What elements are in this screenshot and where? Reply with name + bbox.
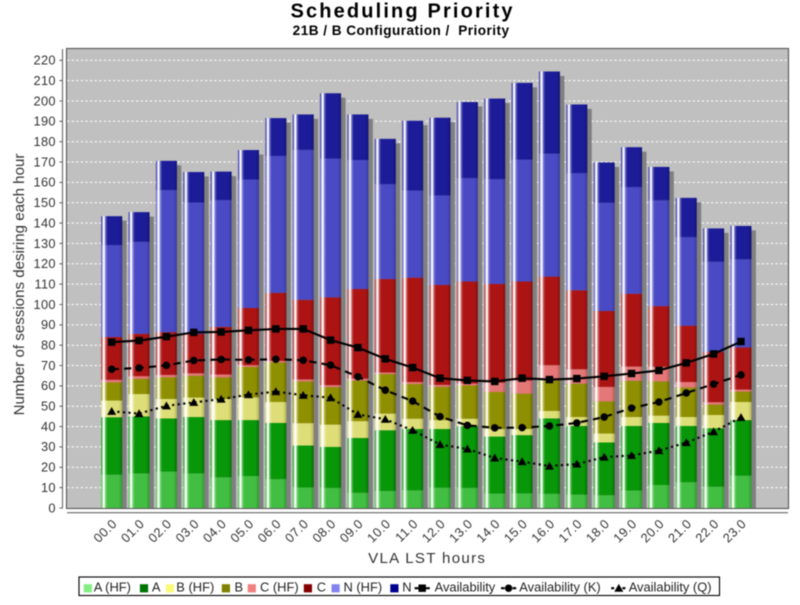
svg-text:120: 120 <box>34 256 56 271</box>
svg-text:30: 30 <box>41 439 56 454</box>
svg-text:70: 70 <box>41 358 56 373</box>
svg-text:Availability: Availability <box>435 580 496 595</box>
svg-text:50: 50 <box>41 399 56 414</box>
svg-text:Availability (K): Availability (K) <box>519 580 600 595</box>
svg-text:Number of sessions desiring ea: Number of sessions desiring each hour <box>11 154 28 416</box>
svg-text:170: 170 <box>34 154 56 169</box>
svg-text:110: 110 <box>34 276 55 291</box>
svg-text:Scheduling Priority: Scheduling Priority <box>290 1 514 23</box>
svg-text:100: 100 <box>34 297 56 312</box>
svg-text:0: 0 <box>48 500 55 515</box>
svg-text:210: 210 <box>34 73 56 88</box>
svg-text:190: 190 <box>34 114 56 129</box>
svg-text:20: 20 <box>41 460 56 475</box>
svg-text:200: 200 <box>34 93 56 108</box>
svg-text:80: 80 <box>41 338 56 353</box>
svg-text:A (HF): A (HF) <box>94 580 131 595</box>
svg-text:21B / B Configuration / Prior: 21B / B Configuration / Priority <box>293 23 510 38</box>
svg-text:140: 140 <box>34 215 56 230</box>
svg-text:180: 180 <box>34 134 56 149</box>
svg-text:C: C <box>317 580 326 595</box>
svg-text:10: 10 <box>41 480 56 495</box>
svg-text:160: 160 <box>34 175 56 190</box>
svg-text:C (HF): C (HF) <box>260 580 299 595</box>
svg-text:60: 60 <box>41 378 56 393</box>
svg-text:150: 150 <box>34 195 56 210</box>
svg-text:VLA LST hours: VLA LST hours <box>368 550 486 567</box>
svg-text:Availability (Q): Availability (Q) <box>629 580 712 595</box>
svg-text:B: B <box>235 580 244 595</box>
svg-text:N (HF): N (HF) <box>344 580 383 595</box>
svg-text:130: 130 <box>34 236 56 251</box>
svg-text:A: A <box>152 580 161 595</box>
svg-text:N: N <box>402 580 411 595</box>
svg-text:220: 220 <box>34 53 56 68</box>
svg-text:90: 90 <box>41 317 56 332</box>
svg-text:40: 40 <box>41 419 56 434</box>
svg-text:B (HF): B (HF) <box>176 580 214 595</box>
